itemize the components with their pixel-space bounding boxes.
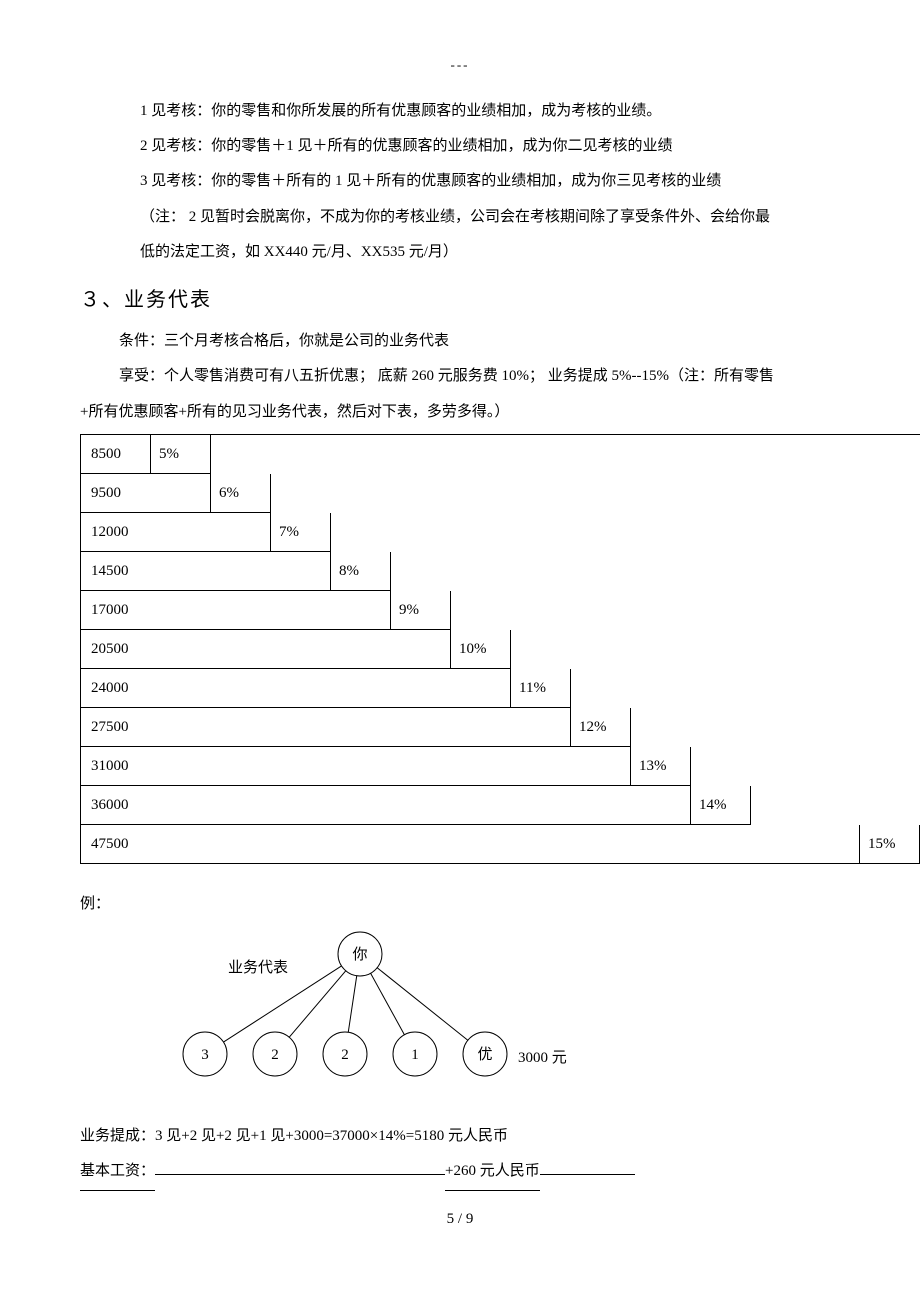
svg-text:你: 你 bbox=[352, 946, 367, 963]
step-pct-cell: 5% bbox=[151, 435, 211, 474]
base-salary-tail-blank bbox=[540, 1173, 635, 1175]
commission-calc: 业务提成：3 见+2 见+2 见+1 见+3000=37000×14%=5180… bbox=[80, 1119, 840, 1154]
base-salary-value: +260 元人民币 bbox=[445, 1154, 540, 1191]
rule-1: 1 见考核：你的零售和你所发展的所有优惠顾客的业绩相加，成为考核的业绩。 bbox=[140, 94, 840, 129]
svg-text:3000 元: 3000 元 bbox=[518, 1050, 567, 1066]
table-row: 2750012% bbox=[81, 708, 920, 747]
table-row: 145008% bbox=[81, 552, 920, 591]
enjoy-line-b: +所有优惠顾客+所有的见习业务代表，然后对下表，多劳多得。） bbox=[80, 395, 840, 430]
enjoy-line-a: 享受：个人零售消费可有八五折优惠； 底薪 260 元服务费 10%； 业务提成 … bbox=[80, 359, 840, 394]
rule-2: 2 见考核：你的零售＋1 见＋所有的优惠顾客的业绩相加，成为你二见考核的业绩 bbox=[140, 129, 840, 164]
step-pct-cell: 10% bbox=[451, 630, 511, 669]
table-row: 120007% bbox=[81, 513, 920, 552]
header-mark: --- bbox=[80, 55, 840, 76]
table-row: 95006% bbox=[81, 474, 920, 513]
step-pct-cell: 8% bbox=[331, 552, 391, 591]
step-value-cell: 12000 bbox=[81, 513, 271, 552]
base-salary-line: 基本工资： +260 元人民币 bbox=[80, 1154, 840, 1191]
example-label: 例： bbox=[80, 892, 840, 916]
step-pct-cell: 11% bbox=[511, 669, 571, 708]
table-row: 3100013% bbox=[81, 747, 920, 786]
table-row: 85005% bbox=[81, 435, 920, 474]
rule-note-b: 低的法定工资，如 XX440 元/月、XX535 元/月） bbox=[140, 235, 840, 270]
step-value-cell: 8500 bbox=[81, 435, 151, 474]
svg-text:业务代表: 业务代表 bbox=[228, 959, 288, 976]
base-salary-blank bbox=[155, 1173, 445, 1175]
org-tree-diagram: 你业务代表 3 2 2 1 优 3000 元 bbox=[120, 924, 600, 1089]
commission-step-table: 85005%95006%120007%145008%170009%2050010… bbox=[80, 434, 920, 864]
svg-text:2: 2 bbox=[341, 1047, 349, 1063]
rule-3: 3 见考核：你的零售＋所有的 1 见＋所有的优惠顾客的业绩相加，成为你三见考核的… bbox=[140, 164, 840, 199]
step-pct-cell: 6% bbox=[211, 474, 271, 513]
svg-text:优: 优 bbox=[477, 1046, 492, 1063]
svg-text:2: 2 bbox=[271, 1047, 279, 1063]
step-value-cell: 14500 bbox=[81, 552, 331, 591]
condition-line: 条件：三个月考核合格后，你就是公司的业务代表 bbox=[80, 324, 840, 359]
base-salary-label: 基本工资： bbox=[80, 1154, 155, 1191]
step-pct-cell: 9% bbox=[391, 591, 451, 630]
step-value-cell: 9500 bbox=[81, 474, 211, 513]
step-value-cell: 31000 bbox=[81, 747, 631, 786]
step-pct-cell: 7% bbox=[271, 513, 331, 552]
step-pct-cell: 13% bbox=[631, 747, 691, 786]
table-row: 4750015% bbox=[81, 825, 920, 864]
assessment-rules: 1 见考核：你的零售和你所发展的所有优惠顾客的业绩相加，成为考核的业绩。 2 见… bbox=[80, 94, 840, 270]
step-pct-cell: 15% bbox=[860, 825, 920, 864]
step-pct-cell: 14% bbox=[691, 786, 751, 825]
rule-note-a: （注： 2 见暂时会脱离你，不成为你的考核业绩，公司会在考核期间除了享受条件外、… bbox=[140, 200, 840, 235]
table-row: 3600014% bbox=[81, 786, 920, 825]
table-row: 2400011% bbox=[81, 669, 920, 708]
step-value-cell: 20500 bbox=[81, 630, 451, 669]
step-value-cell: 17000 bbox=[81, 591, 391, 630]
svg-text:1: 1 bbox=[411, 1047, 419, 1063]
page-footer: 5 / 9 bbox=[80, 1207, 840, 1231]
step-value-cell: 47500 bbox=[81, 825, 860, 864]
calculation-block: 业务提成：3 见+2 见+2 见+1 见+3000=37000×14%=5180… bbox=[80, 1119, 840, 1192]
section-heading: ３、业务代表 bbox=[80, 284, 840, 316]
svg-text:3: 3 bbox=[201, 1047, 209, 1063]
step-pct-cell: 12% bbox=[571, 708, 631, 747]
step-value-cell: 24000 bbox=[81, 669, 511, 708]
step-value-cell: 36000 bbox=[81, 786, 691, 825]
step-value-cell: 27500 bbox=[81, 708, 571, 747]
table-row: 2050010% bbox=[81, 630, 920, 669]
table-row: 170009% bbox=[81, 591, 920, 630]
